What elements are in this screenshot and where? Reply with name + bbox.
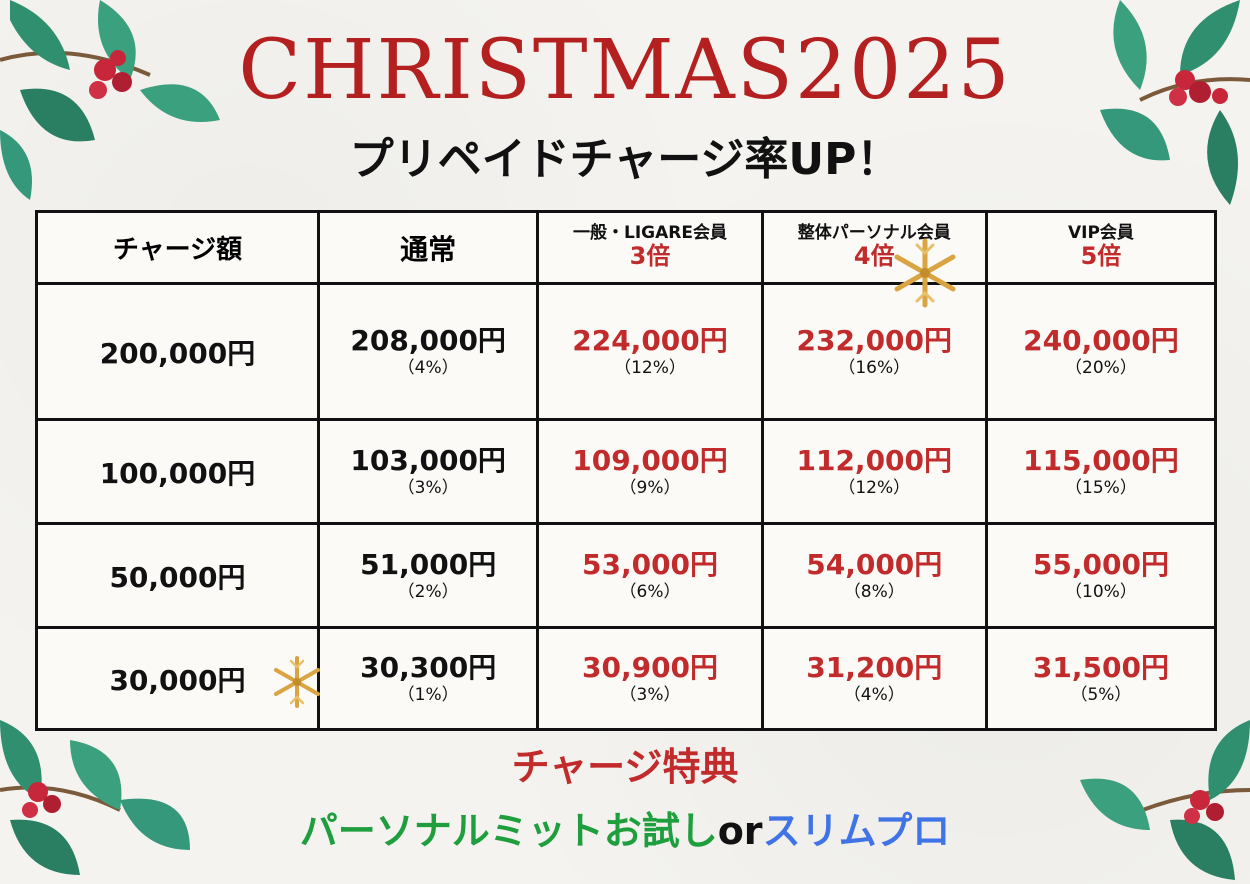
tier-vip-cell: 240,000円 （20%） — [984, 282, 1218, 421]
tier-general-cell: 30,900円 （3%） — [536, 626, 764, 731]
tier-vip-cell: 115,000円 （15%） — [984, 418, 1218, 525]
percent: （1%） — [397, 685, 459, 706]
percent: （15%） — [1065, 478, 1137, 499]
tier-personal-cell: 54,000円 （8%） — [760, 522, 988, 629]
percent: （2%） — [397, 582, 459, 603]
perk-or: or — [717, 809, 763, 853]
tier-multiplier: 3倍 — [629, 242, 671, 271]
header-tier-vip: VIP会員 5倍 — [984, 210, 1218, 285]
percent: （10%） — [1065, 582, 1137, 603]
header-tier-personal: 整体パーソナル会員 4倍 — [760, 210, 988, 285]
value: 31,200円 — [806, 650, 943, 684]
page-title: CHRISTMAS2025 — [238, 23, 1012, 118]
tier-general-cell: 109,000円 （9%） — [536, 418, 764, 525]
value: 30,900円 — [581, 650, 719, 684]
tier-personal-cell: 232,000円 （16%） — [760, 282, 988, 421]
perk-title: チャージ特典 — [511, 745, 739, 789]
percent: （9%） — [619, 478, 681, 499]
value: 232,000円 — [796, 323, 953, 357]
percent: （8%） — [843, 582, 905, 603]
header-tier-general: 一般・LIGARE会員 3倍 — [536, 210, 764, 285]
percent: （3%） — [619, 685, 681, 706]
tier-name: 一般・LIGARE会員 — [573, 222, 727, 243]
tier-name: 整体パーソナル会員 — [797, 222, 951, 243]
percent: （12%） — [838, 478, 911, 499]
charge-amount-cell: 200,000円 — [35, 282, 320, 421]
table-row: 30,000円 30,300円 （1%） 30,900円 （3%） 31,200円（… — [35, 626, 1218, 731]
percent: （5%） — [1070, 685, 1132, 706]
normal-cell: 51,000円 （2%） — [316, 522, 540, 629]
tier-name: VIP会員 — [1067, 222, 1134, 243]
normal-cell: 208,000円 （4%） — [316, 282, 540, 421]
holly-bottom-right-icon — [1080, 720, 1250, 880]
header-charge-amount: チャージ額 — [35, 210, 320, 285]
normal-cell: 103,000円 （3%） — [316, 418, 540, 525]
tier-vip-cell: 55,000円 （10%） — [984, 522, 1218, 629]
value: 53,000円 — [581, 547, 719, 581]
page-subtitle: プリペイドチャージ率UP！ — [349, 134, 901, 185]
value: 208,000円 — [350, 323, 506, 357]
tier-multiplier: 5倍 — [1080, 242, 1122, 271]
percent: （12%） — [614, 358, 686, 379]
tier-personal-cell: 31,200円 （4%） — [760, 626, 988, 731]
value: 115,000円 — [1023, 443, 1179, 477]
tier-vip-cell: 31,500円 （5%） — [984, 626, 1218, 731]
table-header-row: チャージ額 通常 一般・LIGARE会員 3倍 整体パーソナル会員 4倍 VIP… — [35, 210, 1218, 285]
value: 224,000円 — [572, 323, 728, 357]
tier-personal-cell: 112,000円 （12%） — [760, 418, 988, 525]
tier-general-cell: 53,000円 （6%） — [536, 522, 764, 629]
table-row: 200,000円 208,000円 （4%） 224,000円 （12%） 232,… — [35, 282, 1218, 421]
percent: （3%） — [397, 478, 459, 499]
perk-options: パーソナルミットお試しorスリムプロ — [0, 812, 1250, 850]
table-row: 50,000円 51,000円 （2%） 53,000円 （6%） 54,000円（… — [35, 522, 1218, 629]
value: 240,000円 — [1023, 323, 1179, 357]
value: 109,000円 — [572, 443, 728, 477]
charge-amount-cell: 100,000円 — [35, 418, 320, 525]
charge-amount-cell: 50,000円 — [35, 522, 320, 629]
percent: （20%） — [1065, 358, 1137, 379]
value: 103,000円 — [350, 443, 506, 477]
perk-option-personal-mitt: パーソナルミットお試し — [299, 809, 718, 853]
perk-option-slim-pro: スリムプロ — [762, 809, 951, 853]
tier-general-cell: 224,000円 （12%） — [536, 282, 764, 421]
charge-rate-table: チャージ額 通常 一般・LIGARE会員 3倍 整体パーソナル会員 4倍 VIP… — [35, 210, 1218, 731]
tier-multiplier: 4倍 — [853, 242, 895, 271]
charge-amount-cell: 30,000円 — [35, 626, 320, 731]
table-row: 100,000円 103,000円 （3%） 109,000円 （9%） 112,0… — [35, 418, 1218, 525]
value: 54,000円 — [806, 547, 943, 581]
percent: （4%） — [843, 685, 905, 706]
percent: （4%） — [397, 358, 459, 379]
value: 30,300円 — [360, 650, 497, 684]
value: 51,000円 — [360, 547, 497, 581]
value: 55,000円 — [1032, 547, 1169, 581]
value: 112,000円 — [796, 443, 953, 477]
percent: （6%） — [619, 582, 681, 603]
header-normal: 通常 — [316, 210, 540, 285]
value: 31,500円 — [1032, 650, 1169, 684]
percent: （16%） — [838, 358, 911, 379]
normal-cell: 30,300円 （1%） — [316, 626, 540, 731]
